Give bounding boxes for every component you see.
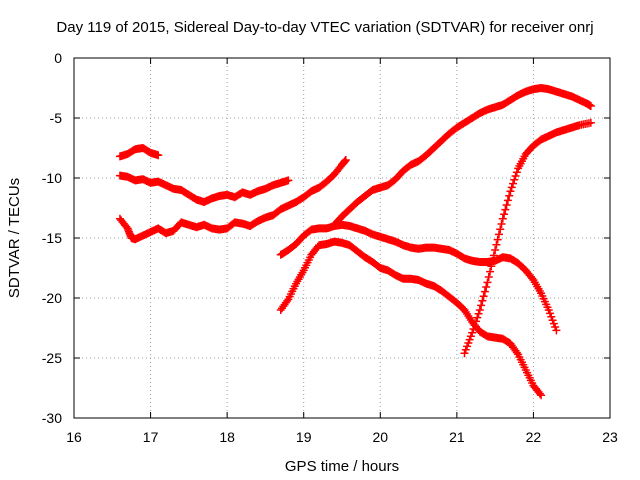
data-point-marker: [535, 389, 544, 398]
data-point-marker: [501, 205, 510, 214]
data-point-marker: [480, 287, 489, 296]
data-point-marker: [478, 296, 487, 305]
x-tick-label: 23: [602, 429, 618, 445]
series-arc-b: [115, 171, 293, 206]
y-tick-label: -5: [50, 110, 63, 126]
data-point-marker: [503, 196, 512, 205]
data-point-marker: [493, 235, 502, 244]
data-point-marker: [586, 102, 595, 110]
series-arc-a: [115, 144, 163, 161]
data-point-marker: [494, 230, 503, 239]
data-point-marker: [506, 187, 515, 196]
y-tick-label: -15: [42, 230, 62, 246]
data-point-marker: [486, 267, 495, 276]
data-point-marker: [491, 246, 500, 254]
y-tick-label: -10: [42, 170, 62, 186]
data-point-marker: [483, 278, 492, 287]
chart-title: Day 119 of 2015, Sidereal Day-to-day VTE…: [56, 19, 593, 36]
data-point-marker: [512, 348, 521, 357]
data-point-marker: [479, 292, 488, 301]
series-arc-e: [276, 237, 546, 400]
data-point-marker: [512, 168, 521, 177]
x-tick-label: 21: [449, 429, 465, 445]
series-arc-g: [460, 118, 595, 358]
data-point-marker: [500, 210, 509, 219]
data-point-marker: [492, 240, 501, 249]
data-point-marker: [552, 326, 561, 335]
data-point-marker: [477, 301, 486, 310]
series-arc-c: [115, 156, 350, 244]
data-point-marker: [283, 297, 292, 305]
y-tick-label: -30: [42, 410, 62, 426]
data-point-marker: [496, 225, 505, 234]
y-tick-label: -25: [42, 350, 62, 366]
data-point-marker: [511, 172, 520, 180]
series-arc-f: [330, 84, 595, 229]
data-point-marker: [472, 317, 480, 326]
data-point-marker: [537, 391, 546, 400]
data-point-marker: [507, 183, 516, 192]
data-point-marker: [502, 201, 511, 209]
data-point-marker: [497, 220, 506, 228]
data-point-marker: [470, 321, 479, 330]
x-tick-label: 20: [372, 429, 388, 445]
x-tick-label: 22: [526, 429, 542, 445]
series-arc-d: [276, 220, 561, 335]
grid: [74, 58, 610, 418]
x-tick-label: 18: [219, 429, 235, 445]
data-point-marker: [498, 214, 507, 223]
data-point-marker: [586, 118, 595, 127]
tick-labels: 16 17 18 19 20 21 22 23 0 -5 -10 -15 -20 -25 -30: [42, 50, 618, 445]
data-point-marker: [510, 175, 519, 184]
data-point-marker: [475, 306, 484, 314]
x-axis-label: GPS time / hours: [285, 458, 399, 475]
data-point-marker: [482, 283, 491, 291]
data-point-marker: [473, 313, 482, 322]
data-point-marker: [484, 273, 493, 281]
data-point-marker: [489, 251, 498, 260]
y-tick-label: -20: [42, 290, 62, 306]
data-point-marker: [474, 309, 483, 318]
data-point-marker: [154, 151, 163, 160]
data-series: [115, 84, 595, 400]
plot-frame: [73, 57, 611, 419]
data-point-marker: [505, 191, 514, 200]
x-tick-label: 16: [66, 429, 82, 445]
data-point-marker: [509, 179, 518, 188]
data-point-marker: [341, 156, 350, 164]
data-point-marker: [487, 262, 496, 271]
x-tick-label: 19: [296, 429, 312, 445]
data-point-marker: [488, 256, 497, 265]
data-point-marker: [284, 176, 293, 185]
x-tick-label: 17: [143, 429, 159, 445]
y-axis-label: SDTVAR / TECUs: [6, 178, 23, 298]
data-point-marker: [469, 325, 478, 333]
data-point-marker: [468, 328, 477, 337]
y-tick-label: 0: [54, 50, 62, 66]
